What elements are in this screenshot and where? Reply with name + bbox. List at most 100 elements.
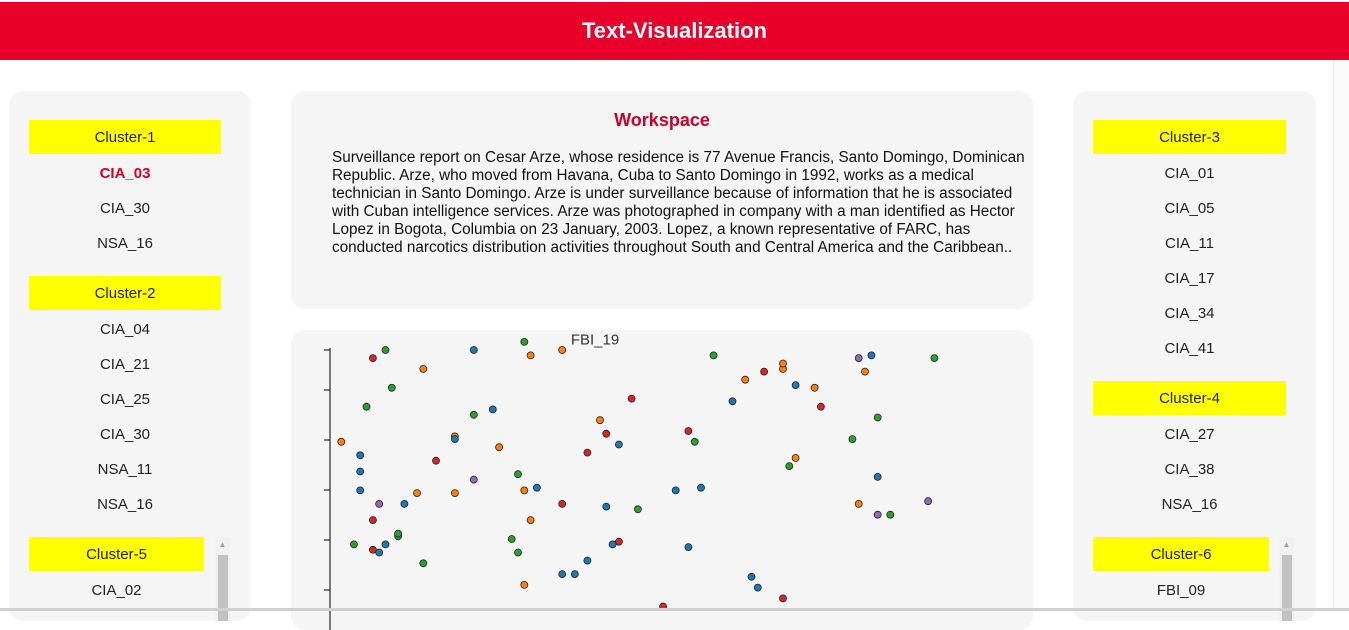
document-point-blue[interactable] (469, 346, 478, 354)
document-point-blue[interactable] (684, 543, 693, 552)
document-point-orange[interactable] (854, 499, 863, 508)
document-point-purple[interactable] (375, 499, 384, 508)
document-point-blue[interactable] (375, 548, 384, 557)
document-point-purple[interactable] (873, 510, 882, 519)
document-point-green[interactable] (362, 402, 371, 411)
document-point-green[interactable] (633, 505, 642, 514)
doc-item-cia-03[interactable]: CIA_03 (29, 159, 221, 187)
document-point-red[interactable] (779, 594, 787, 603)
document-point-orange[interactable] (596, 416, 604, 425)
document-point-red[interactable] (558, 499, 567, 508)
document-point-orange[interactable] (526, 351, 535, 360)
document-point-blue[interactable] (753, 583, 762, 592)
document-point-blue[interactable] (381, 540, 390, 549)
doc-item-nsa-16[interactable]: NSA_16 (29, 229, 221, 257)
scroll-up-arrow-icon[interactable]: ▲ (1282, 539, 1291, 549)
document-point-orange[interactable] (337, 437, 346, 446)
doc-item-cia-25[interactable]: CIA_25 (29, 385, 221, 413)
document-point-green[interactable] (350, 540, 358, 549)
document-point-orange[interactable] (741, 375, 750, 384)
document-point-purple[interactable] (854, 354, 863, 363)
document-point-green[interactable] (848, 435, 857, 443)
doc-item-cia-17[interactable]: CIA_17 (1093, 264, 1286, 292)
document-point-red[interactable] (627, 394, 636, 403)
document-point-green[interactable] (381, 346, 390, 354)
document-point-blue[interactable] (791, 381, 800, 389)
document-point-orange[interactable] (861, 367, 869, 376)
document-point-red[interactable] (760, 367, 769, 376)
document-point-orange[interactable] (810, 383, 819, 392)
document-point-blue[interactable] (356, 467, 365, 476)
document-point-blue[interactable] (602, 502, 611, 511)
cluster-header-4[interactable]: Cluster-4 (1093, 381, 1286, 415)
document-point-blue[interactable] (873, 472, 882, 481)
document-point-red[interactable] (369, 516, 377, 525)
document-point-green[interactable] (507, 535, 516, 543)
document-point-orange[interactable] (526, 516, 535, 525)
doc-item-nsa-16[interactable]: NSA_16 (29, 490, 221, 518)
document-point-red[interactable] (369, 354, 377, 363)
document-point-blue[interactable] (356, 451, 365, 460)
cluster-header-1[interactable]: Cluster-1 (29, 120, 221, 154)
doc-item-cia-30[interactable]: CIA_30 (29, 420, 221, 448)
scroll-thumb[interactable] (218, 555, 228, 621)
document-point-blue[interactable] (558, 570, 567, 579)
doc-item-cia-04[interactable]: CIA_04 (29, 315, 221, 343)
document-point-red[interactable] (684, 427, 693, 435)
document-point-blue[interactable] (608, 540, 617, 549)
document-point-blue[interactable] (728, 397, 737, 406)
document-point-purple[interactable] (469, 475, 478, 484)
doc-item-cia-05[interactable]: CIA_05 (1093, 194, 1286, 222)
cluster-5-scrollbar[interactable]: ▲ (215, 537, 230, 621)
doc-item-nsa-11[interactable]: NSA_11 (29, 455, 221, 483)
page-scrollbar[interactable] (1333, 60, 1349, 611)
cluster-header-3[interactable]: Cluster-3 (1093, 120, 1286, 154)
document-point-blue[interactable] (614, 440, 623, 449)
doc-item-cia-38[interactable]: CIA_38 (1093, 455, 1286, 483)
document-point-green[interactable] (709, 351, 718, 360)
document-point-green[interactable] (387, 383, 396, 392)
document-point-green[interactable] (886, 510, 895, 519)
document-point-blue[interactable] (697, 483, 705, 492)
document-point-blue[interactable] (867, 351, 876, 360)
document-point-orange[interactable] (413, 489, 421, 498)
doc-item-cia-27[interactable]: CIA_27 (1093, 420, 1286, 448)
doc-item-nsa-16[interactable]: NSA_16 (1093, 490, 1286, 518)
document-point-blue[interactable] (747, 572, 756, 581)
document-point-orange[interactable] (520, 580, 529, 589)
document-point-blue[interactable] (532, 483, 541, 492)
document-point-orange[interactable] (495, 443, 504, 452)
doc-item-cia-21[interactable]: CIA_21 (29, 350, 221, 378)
cluster-header-6[interactable]: Cluster-6 (1093, 537, 1269, 571)
document-point-red[interactable] (583, 448, 592, 457)
document-point-green[interactable] (785, 462, 794, 471)
document-point-orange[interactable] (450, 489, 459, 498)
doc-item-cia-30[interactable]: CIA_30 (29, 194, 221, 222)
document-point-green[interactable] (690, 437, 699, 446)
document-point-green[interactable] (514, 548, 522, 557)
document-point-red[interactable] (432, 456, 440, 465)
cluster-header-5[interactable]: Cluster-5 (29, 537, 204, 571)
document-point-purple[interactable] (924, 497, 932, 506)
document-point-orange[interactable] (558, 346, 567, 354)
doc-item-cia-01[interactable]: CIA_01 (1093, 159, 1286, 187)
scroll-up-arrow-icon[interactable]: ▲ (218, 539, 227, 549)
doc-item-cia-11[interactable]: CIA_11 (1093, 229, 1286, 257)
document-point-blue[interactable] (583, 556, 592, 565)
document-point-blue[interactable] (356, 486, 365, 495)
cluster-header-2[interactable]: Cluster-2 (29, 276, 221, 310)
document-point-orange[interactable] (791, 454, 800, 462)
document-point-green[interactable] (469, 410, 478, 419)
doc-item-cia-41[interactable]: CIA_41 (1093, 334, 1286, 362)
document-point-red[interactable] (817, 402, 825, 411)
scroll-thumb[interactable] (1282, 555, 1292, 621)
document-point-green[interactable] (419, 559, 428, 568)
document-point-green[interactable] (514, 470, 522, 479)
document-point-green[interactable] (873, 413, 882, 422)
doc-item-fbi-09[interactable]: FBI_09 (1093, 576, 1269, 604)
document-point-blue[interactable] (450, 435, 459, 443)
doc-item-cia-34[interactable]: CIA_34 (1093, 299, 1286, 327)
document-point-orange[interactable] (779, 359, 787, 368)
document-point-blue[interactable] (400, 499, 409, 508)
document-point-green[interactable] (930, 354, 939, 363)
